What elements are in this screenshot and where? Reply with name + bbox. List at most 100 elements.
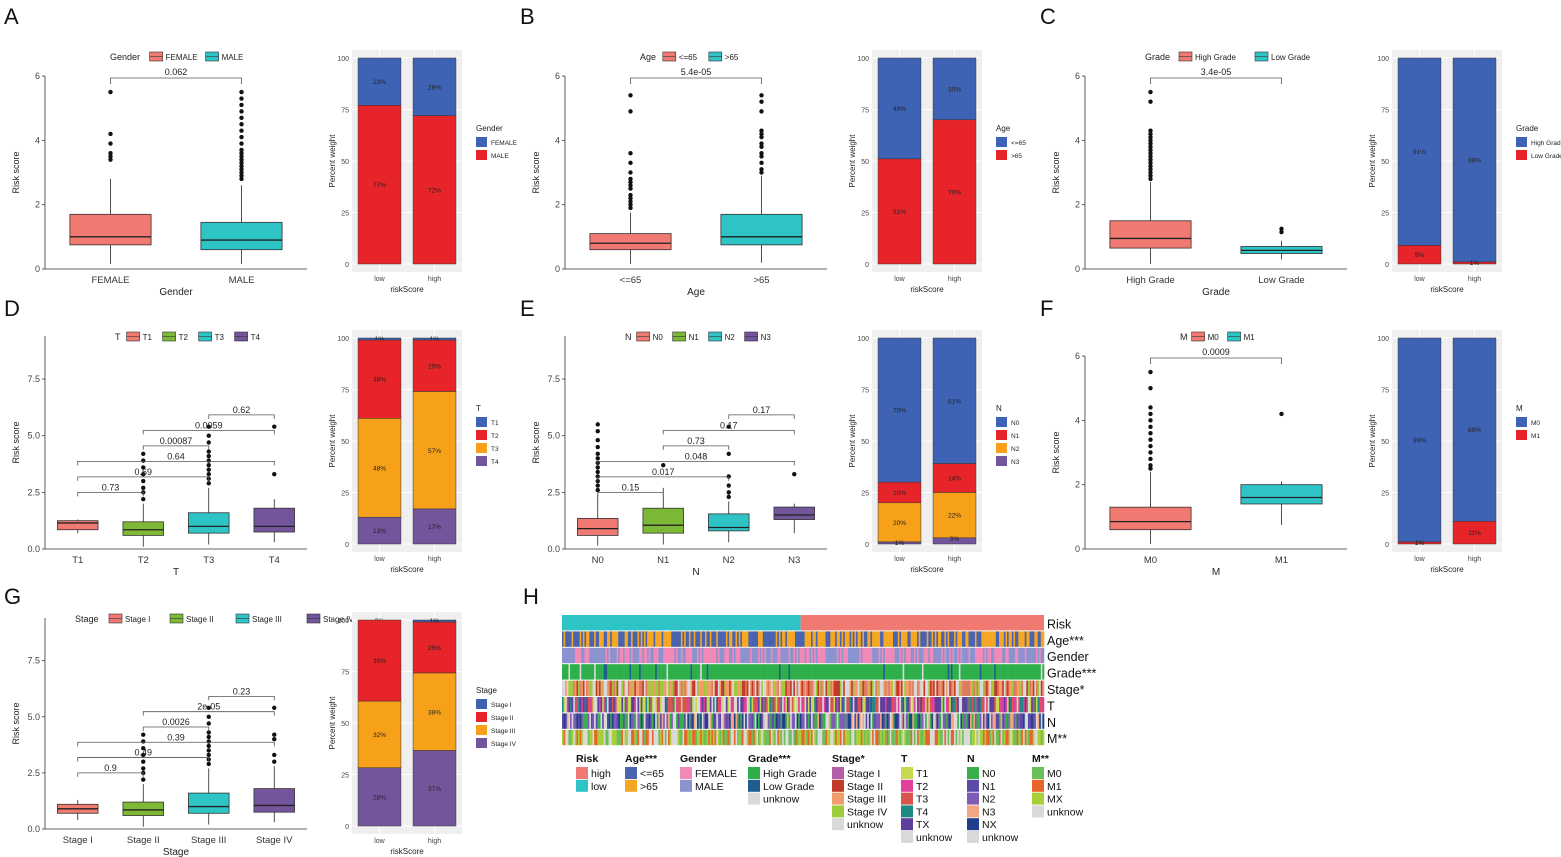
x-axis-label: Age [687,287,705,298]
heatmap-cell [841,631,844,647]
outlier-point [1279,411,1284,417]
heatmap-cell [912,697,915,713]
heatmap-cell [823,647,826,664]
heatmap-cell [655,631,658,647]
heatmap-cell [783,647,786,664]
heatmap-cell [913,729,916,746]
x-tick-label: low [374,556,385,563]
p-value-label: 0.0026 [162,717,190,727]
heatmap-cell [713,729,715,746]
comparison-bracket [208,414,275,419]
heatmap-cell [833,729,836,746]
heatmap-cell [692,729,695,746]
heatmap-cell [680,697,683,713]
heatmap-cell [610,697,613,713]
heatmap-cell [751,680,754,696]
y-tick-label: 50 [1381,439,1389,446]
heatmap-cell [741,647,744,664]
heatmap-cell [831,680,834,696]
heatmap-cell [1024,631,1027,647]
heatmap-cell [839,713,842,729]
heatmap-cell [1026,680,1029,696]
data-label: 48% [373,465,386,472]
heatmap-cell [1031,729,1034,746]
heatmap-cell [578,631,580,647]
heatmap-cell [722,680,725,696]
heatmap-cell [939,729,942,746]
heatmap-cell [803,713,805,729]
heatmap-cell [1000,647,1003,664]
heatmap-cell [767,697,770,713]
heatmap-cell [770,647,773,664]
outlier-point [628,199,633,204]
heatmap-cell [690,631,693,647]
outlier-point [1148,89,1153,95]
heatmap-cell [603,697,606,713]
heatmap-cell [794,664,797,680]
heatmap-cell [831,729,834,746]
panel-letter-E: E [520,296,535,321]
heatmap-cell [934,713,937,729]
y-axis-label: Percent weight [328,696,337,750]
heatmap-cell [844,647,847,664]
heatmap-cell [838,729,841,746]
outlier-point [628,196,633,201]
heatmap-cell [737,664,740,680]
heatmap-cell [992,664,995,680]
heatmap-cell [947,713,950,729]
legend-swatch [967,805,979,818]
heatmap-cell [581,647,584,664]
heatmap-cell [881,697,884,713]
heatmap-cell [937,680,940,696]
heatmap-cell [955,631,958,647]
heatmap-cell [801,680,804,696]
heatmap-cell [637,664,640,680]
heatmap-cell [785,647,788,664]
heatmap-cell [611,729,614,746]
heatmap-cell [598,697,601,713]
heatmap-cell [828,713,831,729]
heatmap-cell [656,697,659,713]
heatmap-cell [753,680,756,696]
heatmap-cell [1010,631,1013,647]
risk-low-block [562,615,801,631]
heatmap-cell [1040,697,1043,713]
heatmap-cell [897,697,900,713]
heatmap-cell [783,631,786,647]
legend-swatch [748,792,760,805]
heatmap-cell [587,631,590,647]
heatmap-cell [721,647,723,664]
heatmap-cell [923,713,926,729]
heatmap-cell [909,729,911,746]
heatmap-cell [589,697,592,713]
heatmap-cell [872,664,874,680]
y-tick-label: 75 [341,108,349,115]
x-tick-label: high [428,556,441,563]
outlier-point [206,453,211,459]
heatmap-cell [921,647,924,664]
heatmap-cell [786,697,789,713]
heatmap-cell [621,680,624,696]
data-label: 57% [428,448,441,455]
heatmap-cell [679,713,682,729]
heatmap-cell [989,713,992,729]
p-value-label: 0.0009 [1202,347,1230,357]
heatmap-cell [942,664,945,680]
heatmap-cell [725,680,728,696]
heatmap-cell [703,680,706,696]
heatmap-cell [881,680,884,696]
p-value-label: 0.17 [720,420,738,430]
heatmap-cell [605,647,608,664]
heatmap-cell [851,713,854,729]
legend-label: N0 [1011,420,1020,427]
heatmap-cell [954,713,956,729]
heatmap-cell [589,647,592,664]
box-N0 [577,518,619,536]
heatmap-cell [668,713,670,729]
heatmap-cell [891,680,894,696]
heatmap-cell [767,647,770,664]
heatmap-cell [735,647,738,664]
y-tick-label: 100 [1377,336,1389,343]
heatmap-cell [827,729,830,746]
heatmap-cell [987,697,990,713]
